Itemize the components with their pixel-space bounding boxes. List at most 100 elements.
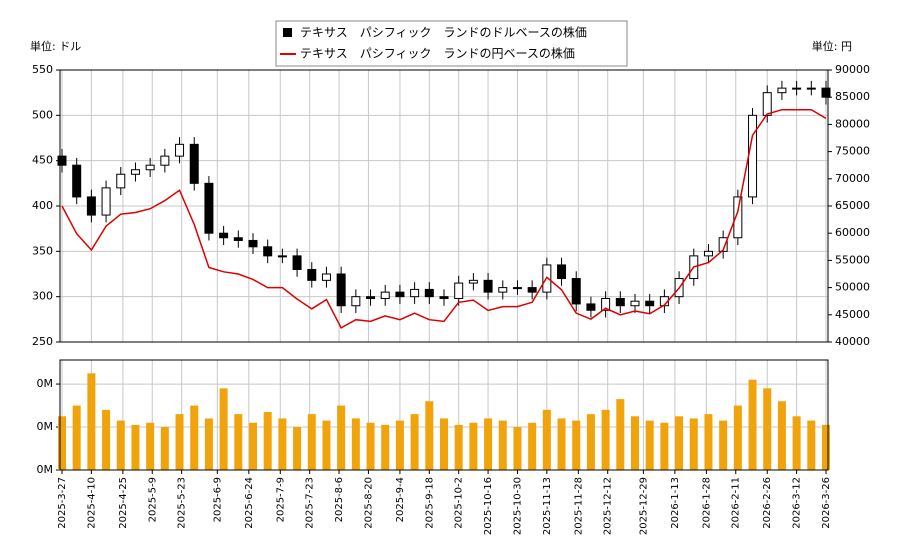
candle-body	[277, 255, 287, 258]
x-tick-label: 2025-7-23	[305, 477, 316, 529]
candle-body	[571, 278, 581, 305]
volume-bar	[631, 416, 639, 470]
candle-body	[380, 291, 390, 299]
y2-tick-label: 75000	[835, 145, 870, 158]
x-tick-label: 2025-6-24	[244, 477, 255, 529]
x-tick-label: 2026-1-13	[670, 477, 681, 529]
legend: テキサス パシフィック ランドのドルベースの株価 テキサス パシフィック ランド…	[275, 20, 628, 67]
legend-marker	[283, 28, 292, 37]
x-tick-label: 2025-10-30	[512, 477, 523, 535]
volume-bar	[146, 422, 155, 470]
candle-body	[160, 155, 170, 166]
x-tick-label: 2025-11-13	[542, 477, 553, 535]
volume-bar	[572, 420, 581, 470]
plot-layer: 2025-3-27 2025-4-10 2025-4-25 2025-5-9 2025-…	[32, 63, 870, 535]
x-tick-label: 2025-9-18	[424, 477, 435, 529]
candle-body	[630, 300, 640, 307]
volume-bar	[689, 418, 698, 470]
x-tick-label: 2025-8-6	[334, 477, 345, 522]
volume-bar	[410, 414, 419, 470]
x-tick-label: 2025-6-9	[212, 477, 223, 522]
y2-tick-label: 65000	[835, 199, 870, 212]
y2-tick-label: 85000	[835, 90, 870, 103]
candle-body	[454, 282, 464, 299]
volume-bar	[792, 416, 801, 470]
volume-plot-frame	[59, 359, 829, 471]
candle-body	[263, 246, 273, 257]
y-tick-label: 450	[32, 154, 53, 167]
x-tick-label: 2025-12-12	[603, 477, 614, 535]
candle-body	[806, 87, 816, 90]
x-tick-label: 2025-5-23	[177, 477, 188, 529]
volume-bar	[293, 427, 302, 470]
volume-bar	[87, 373, 96, 470]
x-tick-label: 2026-3-12	[792, 477, 803, 529]
x-tick-label: 2025-10-2	[454, 477, 465, 529]
y2-tick-label: 70000	[835, 172, 870, 185]
candle-body	[512, 287, 522, 290]
y-tick-label: 550	[32, 63, 53, 76]
volume-bar	[440, 418, 448, 470]
volume-bar	[116, 420, 125, 470]
candle-body	[439, 296, 449, 299]
volume-bar	[102, 409, 111, 470]
y2-axis-unit: 単位: 円	[812, 39, 852, 53]
candle-body	[116, 173, 126, 189]
y2-tick-label: 45000	[835, 308, 870, 321]
volume-bar	[645, 420, 654, 470]
candle-body	[72, 164, 82, 198]
volume-bar	[234, 414, 243, 470]
y-tick-label: 350	[32, 244, 53, 257]
y-tick-label: 0M	[37, 420, 54, 433]
candle-body	[366, 296, 376, 299]
volume-bar	[528, 422, 537, 470]
y-tick-label: 0M	[37, 463, 54, 476]
candle-body	[292, 255, 302, 270]
y-axis-unit: 単位: ドル	[30, 39, 81, 53]
candle-body	[718, 237, 728, 252]
volume-bar	[498, 420, 507, 470]
volume-bar	[601, 409, 610, 470]
y2-tick-label: 80000	[835, 117, 870, 130]
volume-bar	[160, 427, 169, 470]
y2-tick-label: 40000	[835, 335, 870, 348]
candle-body	[145, 164, 155, 171]
volume-bar	[542, 409, 551, 470]
volume-bar	[58, 416, 66, 470]
volume-bar	[719, 420, 728, 470]
volume-bar	[204, 418, 213, 470]
volume-bar	[249, 422, 257, 470]
candle-body	[233, 237, 243, 241]
candle-body	[351, 296, 361, 307]
candle-body	[586, 303, 596, 311]
candle-body	[468, 279, 478, 284]
candle-body	[498, 287, 508, 293]
volume-bar	[777, 401, 786, 470]
candle-body	[248, 239, 258, 248]
legend-box	[275, 20, 628, 67]
volume-bar	[381, 424, 390, 470]
legend-label: テキサス パシフィック ランドの円ベースの株価	[300, 46, 575, 61]
volume-bar	[557, 418, 566, 470]
candle-body	[307, 268, 317, 281]
volume-bar	[660, 422, 669, 470]
volume-bar	[748, 379, 757, 470]
volume-bar	[72, 405, 81, 470]
x-tick-label: 2025-7-9	[275, 477, 286, 522]
volume-bar	[513, 427, 522, 470]
volume-bar	[351, 418, 360, 470]
y2-tick-label: 50000	[835, 281, 870, 294]
candle-body	[219, 232, 229, 239]
y-tick-label: 300	[32, 290, 53, 303]
candle-body	[601, 297, 611, 311]
candle-body	[204, 182, 214, 234]
volume-bar	[322, 420, 331, 470]
volume-bar	[131, 424, 140, 470]
candle-body	[424, 288, 434, 298]
volume-bar	[675, 416, 684, 470]
volume-bar	[586, 414, 595, 470]
x-tick-label: 2025-5-9	[147, 477, 158, 522]
volume-bar	[337, 405, 346, 470]
volume-bar	[366, 422, 375, 470]
candle-body	[615, 297, 625, 307]
